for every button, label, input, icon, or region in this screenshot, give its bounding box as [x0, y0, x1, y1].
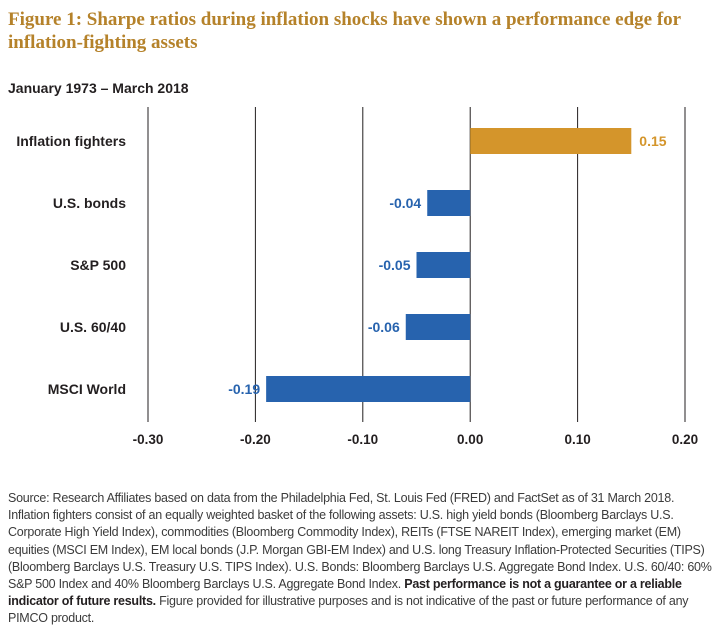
chart-subtitle: January 1973 – March 2018	[8, 80, 189, 96]
category-label: Inflation fighters	[16, 133, 126, 149]
source-text: Source: Research Affiliates based on dat…	[8, 491, 712, 592]
data-label: -0.06	[368, 319, 400, 335]
x-tick-label: 0.10	[564, 432, 590, 447]
category-label: MSCI World	[48, 381, 126, 397]
bar-chart: -0.30 -0.20 -0.10 0.00 0.10 0.20 Inflation fig…	[16, 107, 698, 447]
source-tail-text: Figure provided for illustrative purpose…	[8, 594, 689, 626]
x-tick-label: -0.30	[133, 432, 164, 447]
data-label: -0.04	[389, 195, 421, 211]
bar	[416, 252, 471, 278]
data-label: 0.15	[639, 133, 666, 149]
chart-title: Figure 1: Sharpe ratios during inflation…	[8, 9, 681, 53]
category-label: S&P 500	[70, 257, 126, 273]
x-tick-label: 0.20	[672, 432, 698, 447]
data-label: -0.19	[228, 381, 260, 397]
bar	[427, 190, 471, 216]
bar	[266, 376, 471, 402]
x-tick-label: -0.10	[347, 432, 378, 447]
category-label: U.S. 60/40	[60, 319, 126, 335]
disclaimer-text: Past performance is not a guarantee or a…	[8, 577, 682, 609]
data-label: -0.05	[379, 257, 411, 273]
category-label: U.S. bonds	[53, 195, 126, 211]
bar	[470, 128, 632, 154]
source-note: Source: Research Affiliates based on dat…	[8, 490, 713, 628]
x-tick-label: 0.00	[457, 432, 483, 447]
x-tick-label: -0.20	[240, 432, 271, 447]
bar	[405, 314, 471, 340]
